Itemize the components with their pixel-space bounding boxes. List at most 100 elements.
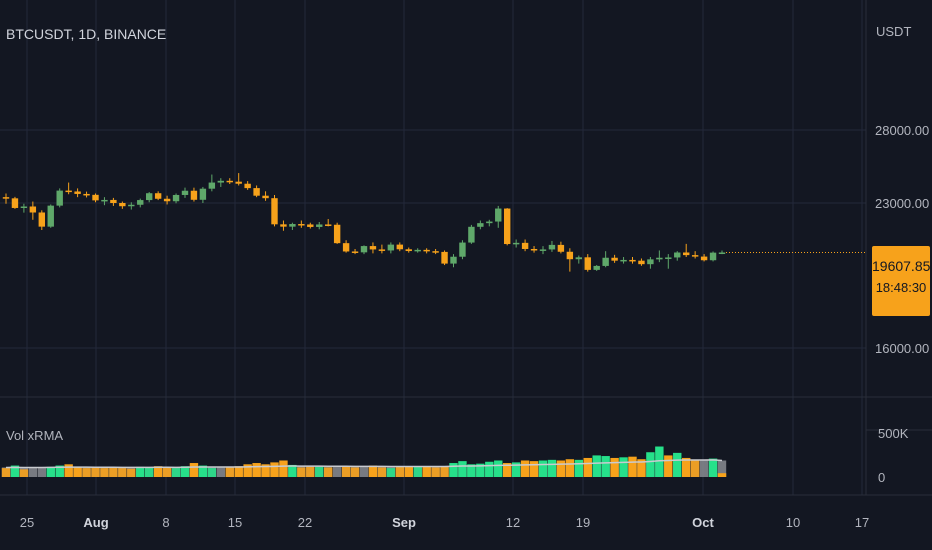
date-tick-label: 8 bbox=[162, 515, 169, 530]
candle-body bbox=[199, 188, 207, 200]
candle-body bbox=[47, 205, 54, 227]
volume-bar bbox=[100, 468, 109, 477]
volume-bar bbox=[377, 467, 387, 477]
candle-body bbox=[530, 248, 538, 251]
volume-bar bbox=[91, 467, 100, 477]
volume-bar bbox=[690, 460, 700, 477]
volume-bar bbox=[682, 457, 691, 477]
volume-average-bar bbox=[332, 466, 342, 477]
candle-body bbox=[396, 244, 403, 250]
candle-body bbox=[11, 198, 19, 208]
candle-body bbox=[307, 224, 314, 227]
volume-bar bbox=[485, 461, 494, 477]
candle-body bbox=[414, 249, 421, 252]
candle-body bbox=[38, 212, 45, 227]
volume-bar bbox=[46, 466, 55, 477]
symbol-title: BTCUSDT, 1D, BINANCE bbox=[6, 26, 167, 42]
volume-bar bbox=[1, 468, 11, 477]
volume-bar bbox=[538, 460, 548, 477]
volume-bar bbox=[145, 467, 154, 477]
candle-body bbox=[405, 249, 412, 252]
volume-bar bbox=[467, 464, 476, 477]
volume-bar bbox=[162, 467, 172, 477]
candle-body bbox=[253, 188, 260, 196]
volume-bar bbox=[529, 461, 539, 477]
candle-body bbox=[208, 182, 216, 189]
candle-body bbox=[477, 223, 484, 227]
date-tick-label: 10 bbox=[786, 515, 800, 530]
volume-bar bbox=[180, 466, 190, 477]
candle-body bbox=[459, 242, 466, 257]
candle-body bbox=[101, 199, 108, 202]
volume-bar bbox=[243, 464, 252, 477]
candle-body bbox=[325, 224, 332, 226]
date-tick-label: 17 bbox=[855, 515, 869, 530]
volume-bar bbox=[19, 469, 29, 477]
volume-average-bar bbox=[37, 467, 46, 477]
candle-body bbox=[74, 191, 81, 194]
last-price-value: 19607.85 bbox=[872, 258, 931, 274]
candle-body bbox=[316, 224, 323, 227]
candle-body bbox=[351, 251, 359, 253]
date-tick-label: Aug bbox=[83, 515, 108, 530]
volume-bar bbox=[547, 459, 557, 477]
volume-indicator-label[interactable]: Vol xRMA bbox=[6, 428, 64, 443]
candle-body bbox=[378, 249, 386, 251]
volume-bar bbox=[511, 462, 521, 477]
candle-body bbox=[486, 221, 493, 224]
candle-body bbox=[119, 203, 126, 207]
volume-bar bbox=[628, 456, 637, 477]
candle-body bbox=[387, 244, 395, 251]
volume-bar bbox=[673, 452, 682, 477]
price-tick-label: 16000.00 bbox=[875, 341, 929, 356]
candle-body bbox=[674, 252, 681, 258]
volume-bar bbox=[279, 460, 288, 477]
volume-bar bbox=[520, 460, 530, 477]
candle-body bbox=[548, 244, 556, 250]
candle-body bbox=[593, 265, 600, 270]
candle-body bbox=[441, 251, 448, 264]
candle-body bbox=[575, 257, 582, 260]
volume-bar bbox=[55, 465, 64, 477]
volume-bar bbox=[73, 466, 82, 477]
candle-body bbox=[181, 190, 189, 195]
volume-bar bbox=[476, 463, 485, 477]
date-tick-label: 15 bbox=[228, 515, 242, 530]
candle-body bbox=[647, 259, 654, 265]
candle-body bbox=[289, 224, 296, 227]
candle-body bbox=[29, 206, 37, 213]
volume-bar bbox=[109, 467, 118, 477]
price-tick-label: 28000.00 bbox=[875, 123, 929, 138]
volume-bar bbox=[234, 466, 243, 477]
volume-bar bbox=[565, 459, 575, 477]
last-price-badge: 19607.85 18:48:30 bbox=[872, 246, 930, 316]
candle-body bbox=[360, 246, 368, 253]
candle-body bbox=[450, 256, 457, 264]
volume-bar bbox=[153, 466, 163, 477]
volume-bar bbox=[431, 467, 440, 477]
date-tick-label: 19 bbox=[576, 515, 590, 530]
volume-bar bbox=[708, 458, 718, 477]
volume-bar bbox=[261, 464, 270, 477]
candle-body bbox=[235, 181, 242, 184]
candle-body bbox=[638, 260, 645, 265]
volume-bar bbox=[64, 464, 73, 477]
volume-bar bbox=[136, 466, 145, 477]
volume-bar bbox=[118, 468, 127, 477]
volume-bar bbox=[494, 460, 503, 477]
volume-average-bar bbox=[28, 467, 38, 477]
date-tick-label: Sep bbox=[392, 515, 416, 530]
candle-body bbox=[495, 208, 502, 222]
candle-body bbox=[566, 251, 574, 260]
candle-body bbox=[683, 252, 690, 256]
volume-average-bar bbox=[216, 467, 225, 477]
candle-body bbox=[468, 226, 475, 243]
candle-body bbox=[154, 193, 162, 199]
candle-body bbox=[629, 259, 636, 262]
volume-bar bbox=[297, 467, 306, 477]
candle-body bbox=[2, 197, 10, 199]
candle-body bbox=[512, 242, 520, 245]
bar-countdown: 18:48:30 bbox=[875, 280, 927, 295]
